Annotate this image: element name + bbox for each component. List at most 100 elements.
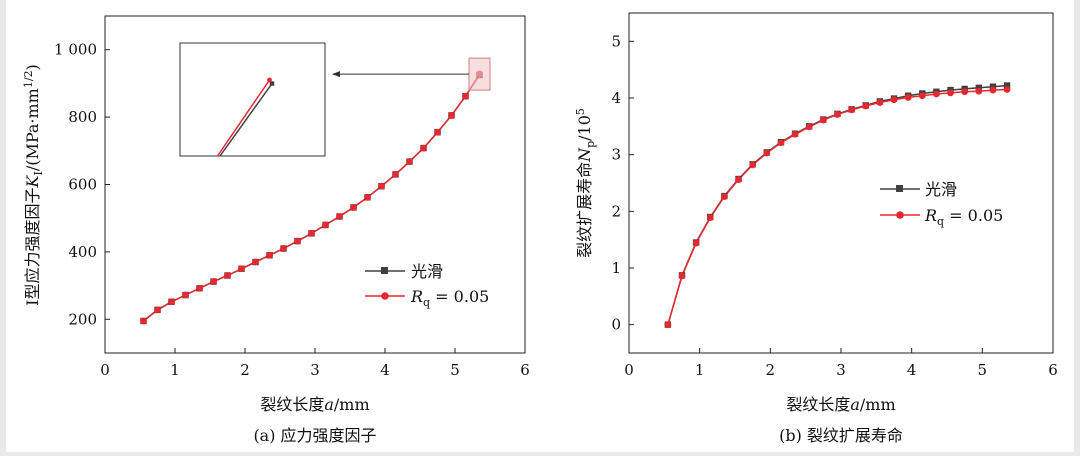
chart-a-legend-label-smooth: 光滑 — [411, 262, 443, 281]
chart-b-series-1-point — [947, 89, 954, 97]
chart-a-series-1-point — [182, 291, 189, 299]
chart-b-series-1-point — [777, 139, 785, 147]
chart-a-ytick-label: 1 000 — [54, 41, 97, 59]
chart-b-ylabel: 裂纹扩展寿命Np/105 — [574, 108, 597, 258]
chart-b-series-1-point — [890, 96, 898, 104]
chart-a-xtick-label: 6 — [520, 361, 530, 379]
chart-b-series-1-point — [834, 111, 841, 118]
chart-b-series-1-point — [1003, 86, 1011, 93]
chart-b-ytick-label: 0 — [611, 316, 621, 334]
chart-b-ytick-label: 4 — [611, 89, 621, 107]
chart-b-ytick-label: 1 — [611, 259, 621, 277]
chart-a-inset-series-1-point — [267, 77, 272, 83]
chart-b-series-1-point — [848, 106, 855, 114]
chart-a-series-1-point — [420, 144, 427, 152]
chart-a-series-1-point — [252, 258, 259, 266]
chart-b-xtick-label: 6 — [1048, 361, 1058, 379]
chart-b-series-1-point — [763, 149, 771, 157]
chart-a-series-1-point — [392, 170, 399, 178]
chart-b-ytick-label: 2 — [611, 202, 621, 220]
chart-a-ytick-label: 800 — [68, 108, 97, 126]
chart-b-series-1-point — [918, 92, 926, 100]
chart-b-xtick-label: 0 — [624, 361, 634, 379]
chart-a-series-1-point — [154, 306, 161, 314]
chart-a-xtick-label: 0 — [100, 361, 110, 379]
chart-a-series-1-point — [238, 265, 245, 273]
chart-a-series-1-point — [462, 92, 469, 100]
chart-a-caption: (a) 应力强度因子 — [253, 426, 376, 445]
chart-a-legend-marker-smooth — [381, 267, 388, 274]
chart-a-series-1-point — [280, 245, 287, 252]
chart-a-series-1-point — [350, 204, 357, 211]
chart-a-xtick-label: 3 — [310, 361, 320, 379]
chart-b-series-1-point — [735, 176, 742, 184]
chart-b-series-1-point — [692, 239, 700, 247]
chart-a-xtick-label: 2 — [240, 361, 250, 379]
chart-a-inset-series-1-line — [216, 79, 271, 157]
chart-a-series-1-point — [364, 193, 371, 201]
chart-a-ytick-label: 200 — [68, 310, 97, 328]
chart-a-xlabel: 裂纹长度a/mm — [260, 395, 369, 414]
chart-b-ytick-label: 5 — [611, 32, 621, 50]
chart-a-series-1-point — [322, 221, 329, 229]
chart-b-series-1-point — [989, 86, 997, 94]
chart-b-series-1-point — [664, 321, 672, 329]
chart-a-xtick-label: 1 — [170, 361, 180, 379]
chart-a-series-1-point — [448, 112, 455, 119]
chart-b-plot-frame — [628, 12, 1054, 354]
chart-a-ytick-label: 400 — [68, 243, 97, 261]
chart-b-series-1-point — [961, 88, 969, 96]
chart-a-legend-label-rq: Rq = 0.05 — [410, 287, 489, 309]
bottom-border — [0, 452, 1080, 456]
chart-b-ytick-label: 3 — [611, 146, 621, 164]
chart-b: 0 1 2 3 4 5 6 0 1 2 3 4 5 光滑 Rq = 0.05 裂纹长度a/mm 裂纹扩展… — [574, 12, 1058, 445]
chart-b-xtick-label: 1 — [695, 361, 705, 379]
chart-a-ylabel: I型应力强度因子KI/(MPa·mm1/2) — [22, 64, 45, 306]
chart-a-xtick-label: 4 — [380, 361, 390, 379]
chart-a-legend: 光滑 Rq = 0.05 — [365, 262, 489, 309]
chart-b-caption: (b) 裂纹扩展寿命 — [779, 426, 903, 445]
chart-b-legend-marker-rq — [896, 211, 904, 219]
chart-a-series-1-point — [210, 278, 217, 285]
chart-a-series-1-point — [266, 251, 273, 259]
chart-b-xtick-label: 3 — [836, 361, 846, 379]
chart-b-legend-label-rq: Rq = 0.05 — [924, 206, 1003, 228]
chart-a-series-1-point — [434, 128, 441, 136]
chart-b-series-1-point — [706, 214, 714, 221]
chart-a-zoom-region — [468, 57, 491, 91]
chart-b-series-1-point — [975, 87, 983, 95]
chart-a-series-1-point — [336, 213, 343, 220]
chart-b-legend-label-smooth: 光滑 — [925, 180, 957, 199]
chart-b-series-1-point — [721, 193, 728, 201]
chart-b-series-1-point — [819, 116, 827, 124]
chart-b-series-1-point — [749, 161, 757, 169]
chart-a-series-1-point — [196, 284, 203, 292]
chart-b-series-1-point — [904, 94, 912, 101]
chart-b-legend: 光滑 Rq = 0.05 — [880, 180, 1003, 228]
chart-a-inset-series-0-line — [219, 83, 273, 157]
chart-b-xtick-label: 5 — [978, 361, 988, 379]
chart-a-inset-frame — [179, 42, 326, 157]
chart-b-legend-marker-smooth — [896, 185, 903, 192]
chart-b-series-0-point — [1003, 82, 1011, 89]
chart-b-series-1-point — [862, 102, 870, 110]
chart-a-series-1-point — [406, 158, 413, 165]
chart-a-series-1-point — [224, 272, 231, 279]
left-border — [0, 0, 6, 456]
chart-b-series-1-point — [876, 99, 884, 106]
chart-a-series-1-point — [168, 298, 175, 306]
chart-a-ytick-label: 600 — [68, 176, 97, 194]
chart-b-xtick-label: 4 — [907, 361, 917, 379]
chart-a-series-1-point — [308, 229, 315, 237]
chart-b-series-1-point — [678, 272, 686, 280]
chart-a-series-1-point — [378, 182, 385, 190]
chart-a-series-1-point — [140, 317, 147, 325]
chart-b-series-1-point — [805, 123, 813, 131]
chart-b-xtick-label: 2 — [766, 361, 776, 379]
chart-a-inset-series-0-point — [269, 81, 275, 86]
chart-a: 0 1 2 3 4 5 6 200 400 600 800 1 000 光滑 Rq = 0.05 裂纹… — [22, 15, 530, 445]
chart-a-xtick-label: 5 — [450, 361, 460, 379]
right-border — [1074, 0, 1080, 456]
